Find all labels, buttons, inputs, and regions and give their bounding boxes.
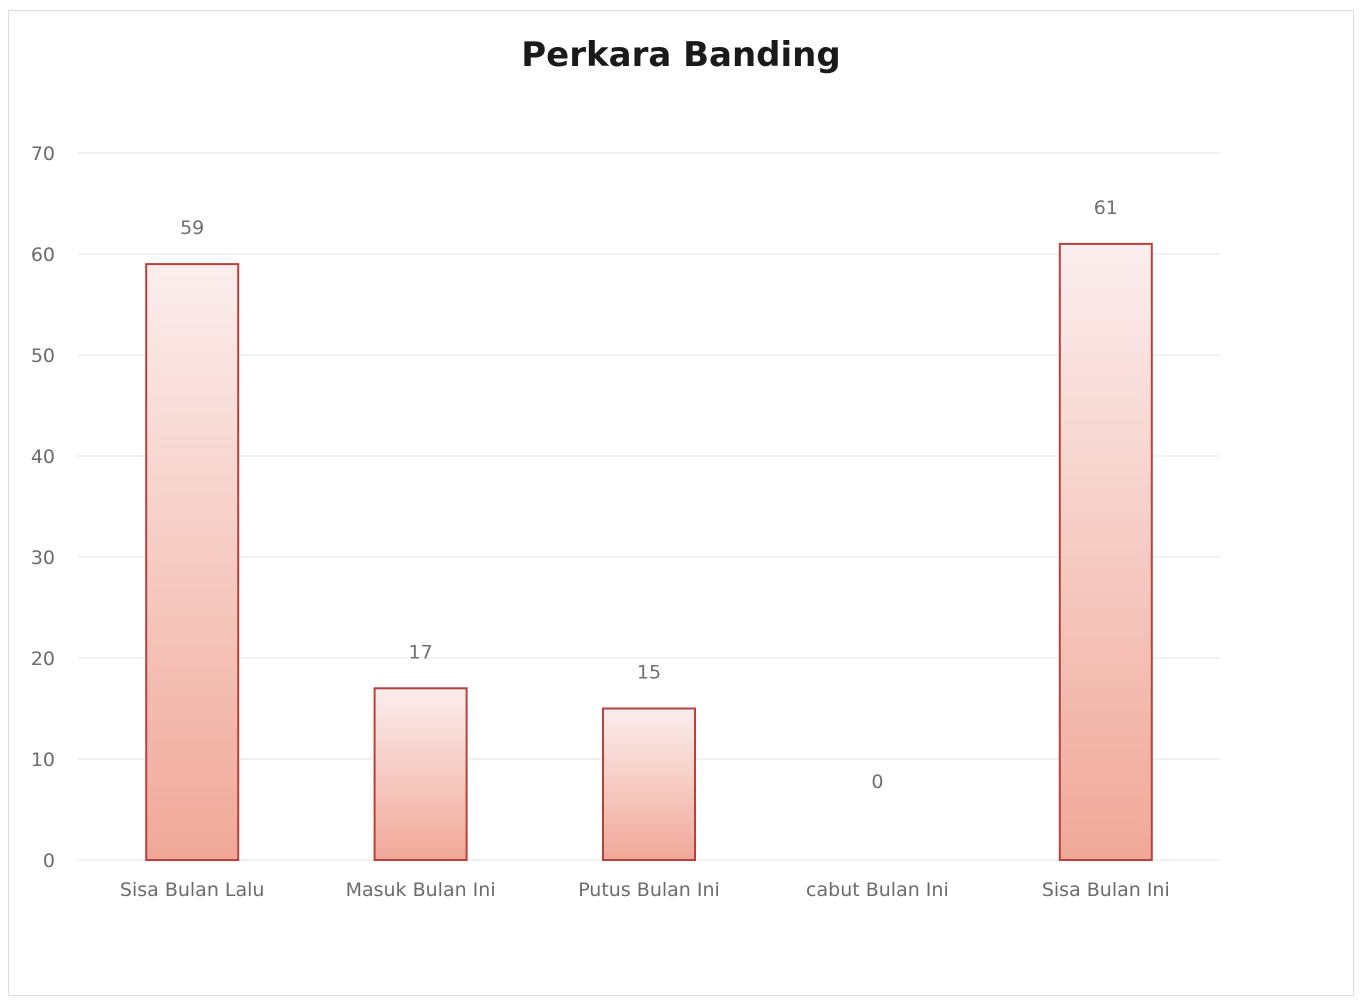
bars (145, 242, 1153, 862)
gridlines (78, 152, 1220, 861)
data-labels: 59 17 15 0 61 (180, 197, 1118, 793)
bar (602, 707, 696, 861)
chart-title: Perkara Banding (521, 35, 840, 75)
x-axis-categories: Sisa Bulan Lalu Masuk Bulan Ini Putus Bula… (120, 879, 1170, 901)
data-label: 15 (637, 662, 661, 684)
data-label: 59 (180, 217, 204, 239)
y-tick-label: 20 (31, 648, 55, 670)
y-tick-label: 10 (31, 749, 55, 771)
data-label: 61 (1094, 197, 1118, 219)
bar (1058, 242, 1153, 861)
y-axis-ticks: 0 10 20 30 40 50 60 70 (31, 143, 55, 872)
data-label: 0 (871, 771, 883, 793)
x-category-label: Sisa Bulan Ini (1042, 879, 1170, 901)
x-category-label: Putus Bulan Ini (578, 879, 720, 901)
y-tick-label: 40 (31, 446, 55, 468)
x-category-label: cabut Bulan Ini (806, 879, 949, 901)
data-label: 17 (409, 641, 433, 663)
y-tick-label: 0 (43, 850, 55, 872)
x-category-label: Masuk Bulan Ini (346, 879, 496, 901)
x-category-label: Sisa Bulan Lalu (120, 879, 265, 901)
y-tick-label: 70 (31, 143, 55, 165)
y-tick-label: 50 (31, 345, 55, 367)
y-tick-label: 30 (31, 547, 55, 569)
y-tick-label: 60 (31, 244, 55, 266)
bar (145, 263, 240, 862)
bar (373, 687, 468, 861)
